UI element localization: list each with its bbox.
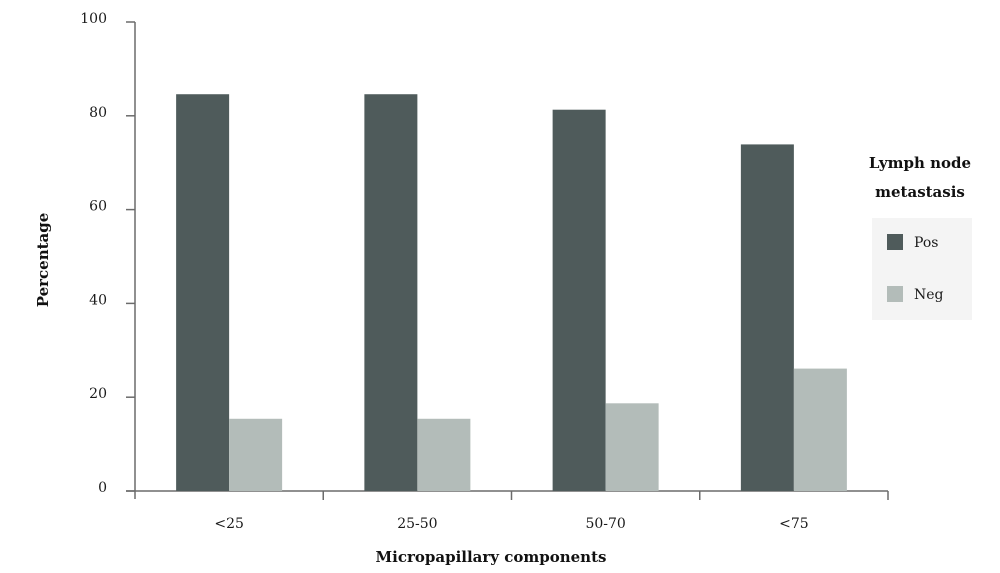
legend-swatch-neg [887,286,903,302]
legend-swatch-pos [887,234,903,250]
x-tick-label: 50-70 [585,516,625,532]
bar-neg [605,403,659,491]
x-tick-label: <75 [779,516,809,532]
bar-pos [364,94,418,491]
legend-label-pos: Pos [914,235,938,251]
y-tick-label: 20 [89,386,107,402]
legend-box [872,218,972,320]
bar-neg [229,418,283,491]
y-tick-label: 100 [80,11,107,27]
bar-pos [552,109,606,491]
legend-title-line1: Lymph node [869,154,971,172]
bar-neg [417,418,471,491]
bar-neg [793,368,847,491]
legend: Lymph node metastasis Pos Neg [869,154,972,320]
x-tick-label: <25 [214,516,244,532]
y-tick-label: 0 [98,480,107,496]
y-axis-title: Percentage [34,213,52,308]
y-tick-label: 60 [89,199,107,215]
x-axis-title: Micropapillary components [376,548,607,566]
bar-pos [740,144,794,491]
bar-pos [176,94,230,491]
bars [176,94,847,491]
legend-title-line2: metastasis [875,183,965,201]
legend-label-neg: Neg [914,287,944,303]
x-axis: <25 25-50 50-70 <75 [126,490,889,532]
y-tick-label: 40 [89,292,107,308]
x-tick-label: 25-50 [397,516,437,532]
y-axis: 0 20 40 60 80 100 [80,11,136,499]
y-tick-label: 80 [89,105,107,121]
